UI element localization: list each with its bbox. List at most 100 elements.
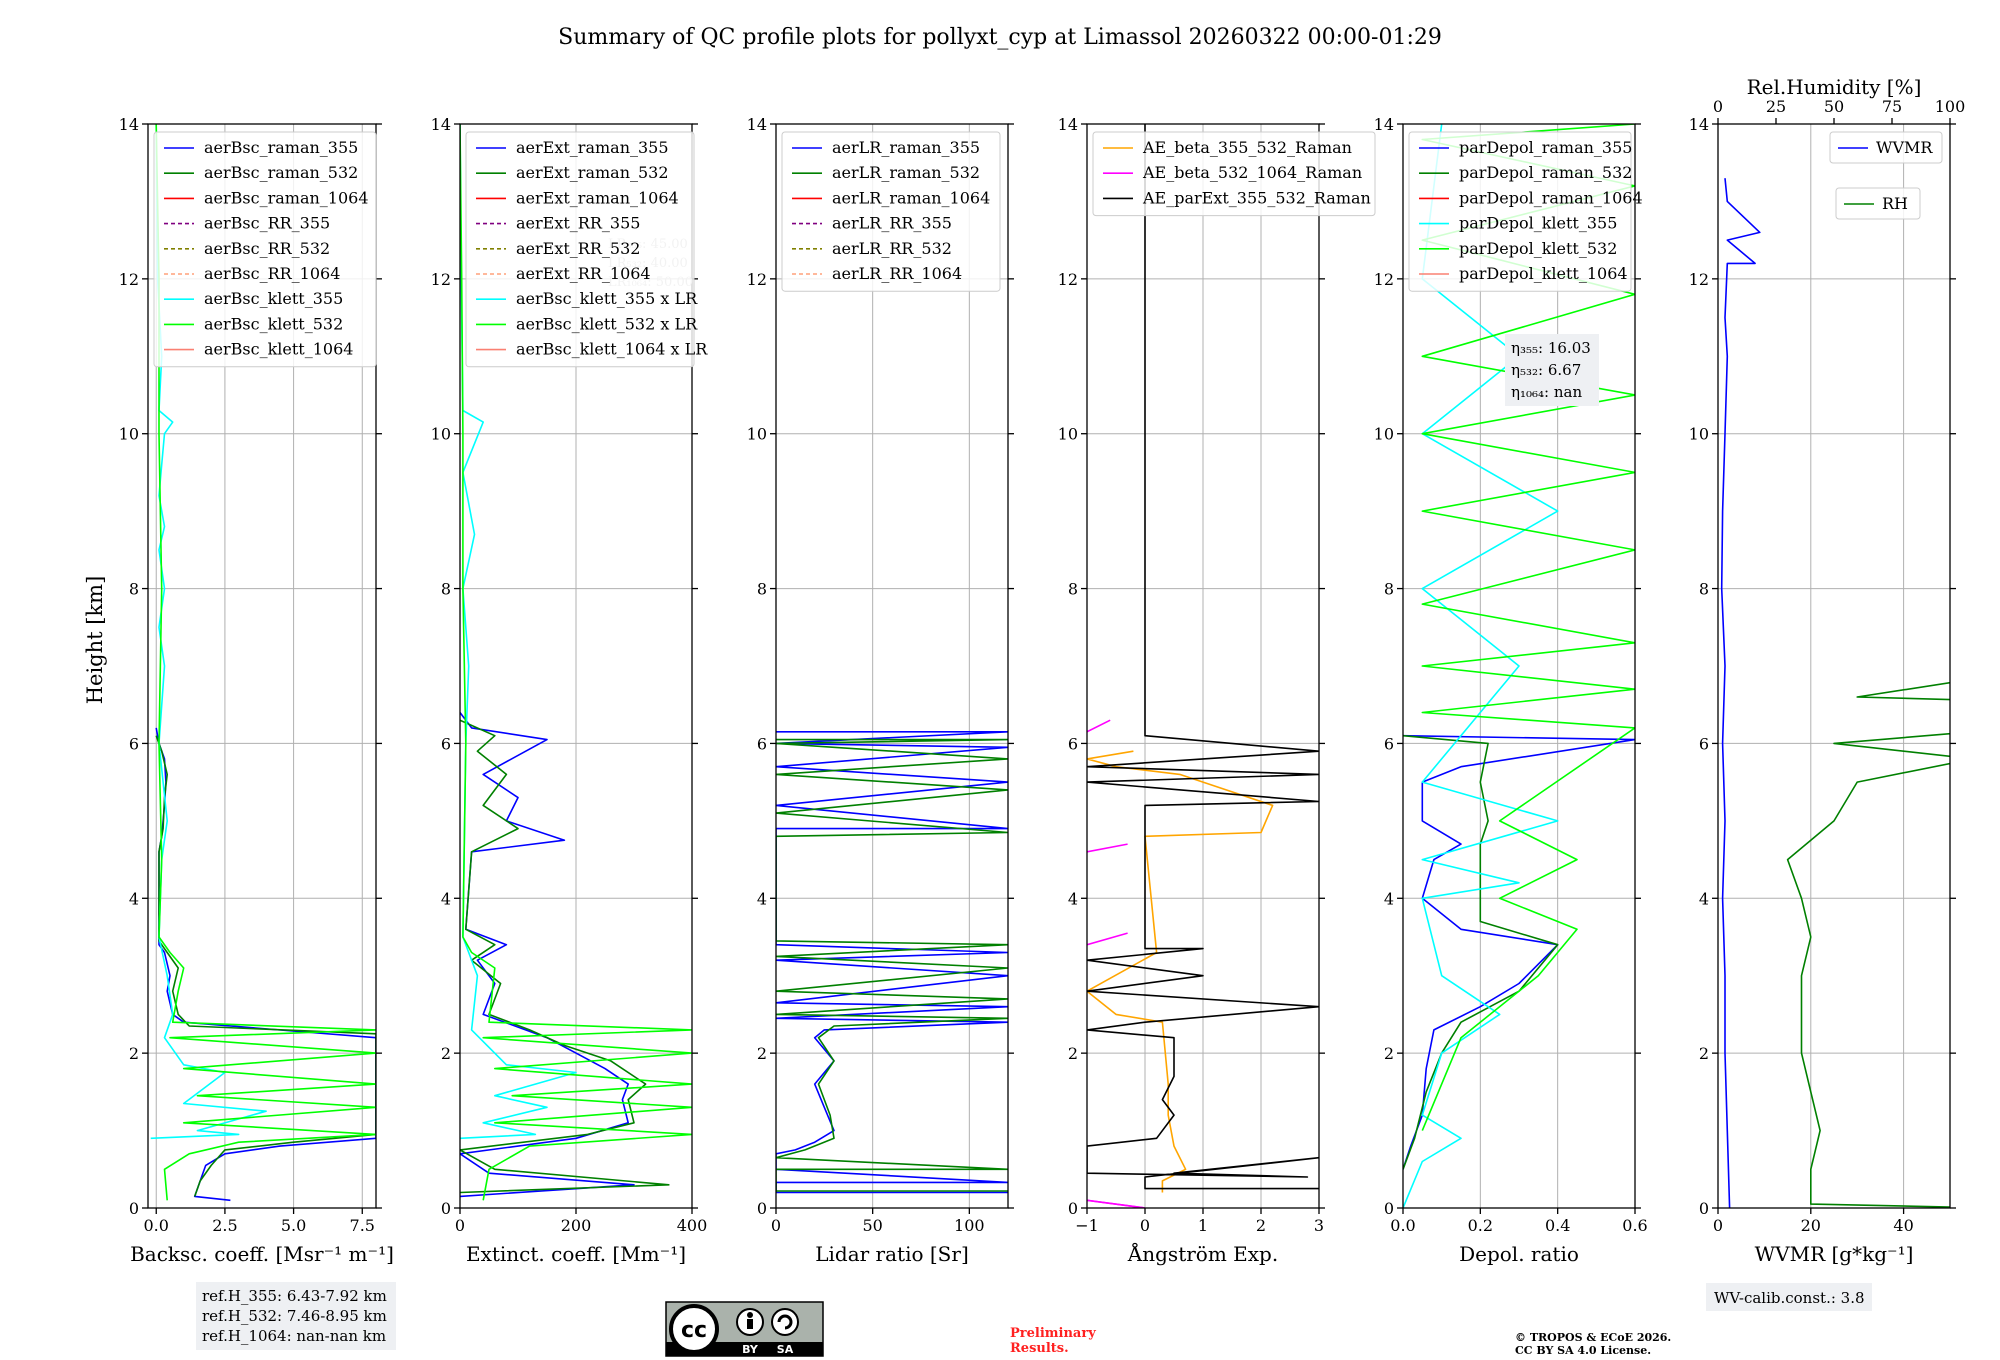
wv-calib-text: WV-calib.const.: 3.8 (1714, 1289, 1865, 1307)
y-tick-label: 12 (1058, 270, 1078, 289)
series-aerBsc_raman_355 (155, 727, 376, 1202)
wv-calib-box (1706, 1283, 1872, 1311)
y-tick-label: 6 (757, 734, 767, 753)
y-tick-label: 10 (1374, 425, 1394, 444)
y-tick-label: 12 (1374, 270, 1394, 289)
legend: AE_beta_355_532_Raman AE_beta_532_1064_Ra… (1092, 131, 1376, 217)
x-tick-label: 0.2 (1468, 1216, 1493, 1235)
y-tick-label: 2 (757, 1044, 767, 1063)
x-tick-label: 100 (954, 1216, 985, 1235)
x-tick-label: 0.4 (1545, 1216, 1570, 1235)
legend-label: aerBsc_RR_355 (204, 214, 330, 233)
top-x-tick-label: 100 (1935, 97, 1966, 116)
series-aerExt_raman_532 (460, 719, 670, 1194)
x-tick-label: −1 (1075, 1216, 1099, 1235)
y-tick-label: 6 (1699, 734, 1709, 753)
legend-label: aerLR_raman_355 (832, 138, 980, 157)
y-tick-label: 6 (1384, 734, 1394, 753)
y-tick-label: 0 (441, 1199, 451, 1218)
ref-height-box (196, 1282, 396, 1350)
series-aerBsc_klett_532 (155, 124, 376, 1201)
y-tick-label: 0 (1699, 1199, 1709, 1218)
legend-box (153, 131, 377, 368)
preliminary-line-2: Results. (1010, 1341, 1069, 1356)
x-tick-label: 2.5 (212, 1216, 237, 1235)
eta-text: η₅₃₂: 6.67 (1511, 361, 1581, 379)
legend-label: aerExt_raman_355 (516, 138, 669, 157)
cc-sa-label: SA (777, 1343, 794, 1356)
ref-height-355: ref.H_355: 6.43-7.92 km (202, 1287, 387, 1305)
panel-depol: 0 2 4 6 8 10 12 14 0.0 0.2 0.4 0.6 Depol. ratio parDe… (1374, 115, 1648, 1266)
y-tick-label: 14 (1689, 115, 1709, 134)
y-tick-label: 8 (441, 580, 451, 599)
y-tick-label: 10 (1058, 425, 1078, 444)
legend-label: aerBsc_klett_532 x LR (516, 314, 698, 333)
series-parDepol_raman_355 (1403, 734, 1635, 1170)
by-person-head (747, 1312, 753, 1318)
series-group (460, 124, 692, 1201)
x-tick-label: 0 (1713, 1216, 1723, 1235)
legend-label: aerBsc_klett_355 (204, 289, 343, 308)
y-tick-label: 0 (757, 1199, 767, 1218)
legend-label: aerExt_raman_1064 (516, 188, 679, 207)
series-AE_beta_532_1064_Raman-segment (1087, 932, 1128, 946)
legend-box (1829, 131, 1943, 164)
preliminary-line-1: Preliminary (1010, 1326, 1096, 1341)
y-tick-label: 2 (1699, 1044, 1709, 1063)
x-tick-label: 3 (1314, 1216, 1324, 1235)
legend-label: aerBsc_klett_532 (204, 314, 343, 333)
by-person-body (747, 1319, 753, 1329)
cc-by-label: BY (742, 1343, 759, 1356)
series-AE_parExt_355_532_Raman (1087, 124, 1319, 1190)
y-tick-label: 8 (1699, 580, 1709, 599)
y-tick-label: 6 (441, 734, 451, 753)
legend-label: AE_beta_532_1064_Raman (1142, 163, 1362, 182)
cc-license-badge: cc BY SA (665, 1301, 824, 1357)
series-group (776, 730, 1008, 1194)
y-tick-label: 14 (1374, 115, 1394, 134)
y-tick-label: 4 (441, 889, 451, 908)
x-tick-label: 0.6 (1622, 1216, 1647, 1235)
legend-label: parDepol_raman_1064 (1459, 188, 1643, 207)
ref-height-532: ref.H_532: 7.46-8.95 km (202, 1307, 387, 1325)
plot-frame (1717, 123, 1951, 1209)
y-tick-label: 14 (1058, 115, 1078, 134)
x-tick-label: 2 (1256, 1216, 1266, 1235)
legend-label: aerBsc_klett_1064 (204, 340, 353, 359)
y-tick-label: 2 (441, 1044, 451, 1063)
y-tick-label: 8 (757, 580, 767, 599)
y-tick-label: 0 (1384, 1199, 1394, 1218)
legend-label: aerBsc_klett_355 x LR (516, 289, 698, 308)
series-AE_beta_532_1064_Raman-segment (1087, 843, 1128, 853)
cc-logo-icon (669, 1304, 719, 1354)
y-tick-label: 2 (1384, 1044, 1394, 1063)
series-AE_beta_532_1064_Raman-segment (1087, 719, 1111, 733)
y-tick-label: 4 (1384, 889, 1394, 908)
x-tick-label: 400 (677, 1216, 708, 1235)
legend-label: WVMR (1876, 138, 1933, 157)
series-group (1720, 178, 1950, 1208)
x-tick-label: 0 (771, 1216, 781, 1235)
eta-text: η₁₀₆₄: nan (1511, 383, 1582, 401)
panel-lidar-ratio: 0 2 4 6 8 10 12 14 0 50 100 Lidar ratio [Sr] aerLR_r… (747, 115, 1014, 1266)
legend-label: aerBsc_raman_1064 (204, 188, 369, 207)
x-tick-label: 0 (455, 1216, 465, 1235)
legend: aerExt_raman_355 aerExt_raman_532 aerExt_r… (465, 131, 708, 368)
plot-frame (1402, 123, 1636, 1209)
copyright-line-2: CC BY SA 4.0 License. (1515, 1344, 1651, 1357)
legend-box (1835, 187, 1921, 220)
legend-label: parDepol_raman_355 (1459, 138, 1632, 157)
cc-logo-text: cc (681, 1318, 707, 1343)
y-tick-label: 10 (1689, 425, 1709, 444)
legend: aerLR_raman_355 aerLR_raman_532 aerLR_rama… (781, 131, 1001, 292)
y-tick-label: 2 (129, 1044, 139, 1063)
eta-text: η₃₅₅: 16.03 (1511, 339, 1591, 357)
legend-label: aerLR_raman_1064 (832, 188, 990, 207)
legend: WVMR RH (1829, 131, 1943, 220)
legend-box (465, 131, 695, 368)
legend-label: aerExt_RR_355 (516, 214, 640, 233)
panel-backscatter: 0 2 4 6 8 10 12 14 0.0 2.5 5.0 7.5 Backsc. coeff. [M… (119, 115, 394, 1266)
x-tick-label: 0.0 (1390, 1216, 1415, 1235)
copyright-line-1: © TROPOS & ECoE 2026. (1515, 1331, 1671, 1344)
